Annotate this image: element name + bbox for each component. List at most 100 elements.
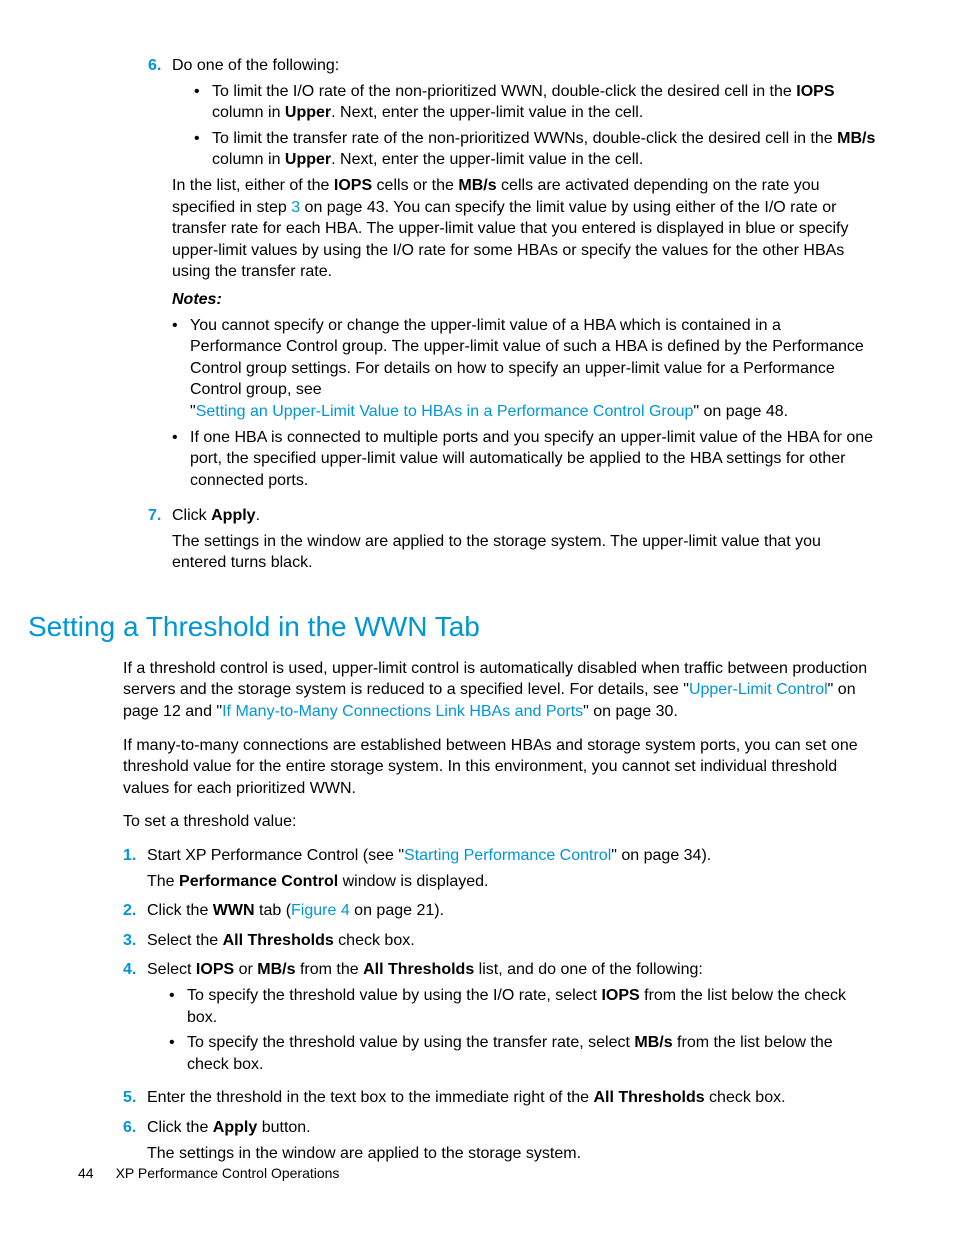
- paragraph: Select IOPS or MB/s from the All Thresho…: [147, 959, 876, 981]
- bullet-item: • To specify the threshold value by usin…: [169, 1032, 876, 1075]
- step-body: Click the Apply button. The settings in …: [147, 1117, 876, 1164]
- all-thresholds-label: All Thresholds: [593, 1089, 704, 1106]
- apply-label: Apply: [213, 1119, 257, 1136]
- step-number: 6.: [148, 55, 172, 495]
- text: button.: [257, 1119, 310, 1136]
- text: . Next, enter the upper-limit value in t…: [331, 151, 643, 168]
- step-6: 6. Click the Apply button. The settings …: [123, 1117, 876, 1164]
- text: check box.: [705, 1089, 786, 1106]
- text: Click: [172, 507, 211, 524]
- bullet-mark: •: [169, 1032, 187, 1075]
- all-thresholds-label: All Thresholds: [223, 932, 334, 949]
- document-page: 6. Do one of the following: • To limit t…: [0, 0, 954, 1235]
- text: on page 21).: [350, 902, 444, 919]
- apply-label: Apply: [211, 507, 255, 524]
- mbs-label: MB/s: [458, 177, 496, 194]
- bullet-body: To limit the I/O rate of the non-priorit…: [212, 81, 876, 124]
- bullet-body: To specify the threshold value by using …: [187, 985, 876, 1028]
- paragraph: Start XP Performance Control (see "Start…: [147, 845, 876, 867]
- step-number: 1.: [123, 845, 147, 892]
- iops-label: IOPS: [601, 987, 639, 1004]
- iops-label: IOPS: [196, 961, 234, 978]
- note-body: You cannot specify or change the upper-l…: [190, 315, 876, 423]
- step-4: 4. Select IOPS or MB/s from the All Thre…: [123, 959, 876, 1079]
- step-number: 5.: [123, 1087, 147, 1109]
- text: window is displayed.: [338, 873, 488, 890]
- bullet-mark: •: [169, 985, 187, 1028]
- paragraph: Click the Apply button.: [147, 1117, 876, 1139]
- notes-heading: Notes:: [172, 289, 876, 311]
- step-body: Click the WWN tab (Figure 4 on page 21).: [147, 900, 876, 922]
- step-body: Select IOPS or MB/s from the All Thresho…: [147, 959, 876, 1079]
- paragraph: The settings in the window are applied t…: [147, 1143, 876, 1165]
- bullet-body: To limit the transfer rate of the non-pr…: [212, 128, 876, 171]
- text: column in: [212, 104, 285, 121]
- text: To specify the threshold value by using …: [187, 987, 601, 1004]
- step-body: Click Apply. The settings in the window …: [172, 505, 876, 574]
- text: You cannot specify or change the upper-l…: [190, 317, 864, 399]
- all-thresholds-label: All Thresholds: [363, 961, 474, 978]
- paragraph: Click Apply.: [172, 505, 876, 527]
- text: Select the: [147, 932, 223, 949]
- step-body: Start XP Performance Control (see "Start…: [147, 845, 876, 892]
- section-heading: Setting a Threshold in the WWN Tab: [28, 608, 876, 646]
- upper-label: Upper: [285, 104, 331, 121]
- text: from the: [296, 961, 364, 978]
- cross-ref-link[interactable]: Setting an Upper-Limit Value to HBAs in …: [196, 403, 694, 420]
- text: list, and do one of the following:: [474, 961, 703, 978]
- step-ref-link[interactable]: 3: [291, 199, 300, 216]
- text: To limit the transfer rate of the non-pr…: [212, 130, 837, 147]
- page-number: 44: [78, 1165, 94, 1181]
- text: cells or the: [372, 177, 458, 194]
- step-body: Select the All Thresholds check box.: [147, 930, 876, 952]
- bullet-mark: •: [172, 427, 190, 492]
- text: Click the: [147, 902, 213, 919]
- step-number: 7.: [148, 505, 172, 574]
- bullet-item: • To specify the threshold value by usin…: [169, 985, 876, 1028]
- text: . Next, enter the upper-limit value in t…: [331, 104, 643, 121]
- sub-bullet-list: • To limit the I/O rate of the non-prior…: [172, 81, 876, 171]
- step-6: 6. Do one of the following: • To limit t…: [148, 55, 876, 495]
- text: " on page 30.: [583, 703, 678, 720]
- many-to-many-link[interactable]: If Many-to-Many Connections Link HBAs an…: [222, 703, 583, 720]
- step-number: 4.: [123, 959, 147, 1079]
- step-body: Enter the threshold in the text box to t…: [147, 1087, 876, 1109]
- text: To limit the I/O rate of the non-priorit…: [212, 83, 796, 100]
- upper-limit-control-link[interactable]: Upper-Limit Control: [689, 681, 828, 698]
- paragraph: If a threshold control is used, upper-li…: [123, 658, 876, 723]
- bullet-item: • To limit the transfer rate of the non-…: [194, 128, 876, 171]
- step-1: 1. Start XP Performance Control (see "St…: [123, 845, 876, 892]
- paragraph: In the list, either of the IOPS cells or…: [172, 175, 876, 283]
- paragraph: If many-to-many connections are establis…: [123, 735, 876, 800]
- text: Select: [147, 961, 196, 978]
- step-list-continued: 6. Do one of the following: • To limit t…: [78, 55, 876, 574]
- iops-label: IOPS: [796, 83, 834, 100]
- step-number: 6.: [123, 1117, 147, 1164]
- bullet-mark: •: [194, 81, 212, 124]
- sub-bullet-list: • To specify the threshold value by usin…: [147, 985, 876, 1075]
- note-body: If one HBA is connected to multiple port…: [190, 427, 876, 492]
- step-5: 5. Enter the threshold in the text box t…: [123, 1087, 876, 1109]
- wwn-label: WWN: [213, 902, 255, 919]
- text: In the list, either of the: [172, 177, 334, 194]
- footer-title: XP Performance Control Operations: [116, 1165, 340, 1181]
- text: or: [234, 961, 257, 978]
- procedure-list: 1. Start XP Performance Control (see "St…: [123, 845, 876, 1164]
- text: Start XP Performance Control (see ": [147, 847, 404, 864]
- starting-perf-control-link[interactable]: Starting Performance Control: [404, 847, 611, 864]
- step-number: 2.: [123, 900, 147, 922]
- section-body: If a threshold control is used, upper-li…: [123, 658, 876, 1164]
- figure-4-link[interactable]: Figure 4: [291, 902, 350, 919]
- paragraph: To set a threshold value:: [123, 811, 876, 833]
- paragraph: The settings in the window are applied t…: [172, 531, 876, 574]
- mbs-label: MB/s: [257, 961, 295, 978]
- text: .: [256, 507, 260, 524]
- page-footer: 44 XP Performance Control Operations: [78, 1164, 339, 1183]
- text: To specify the threshold value by using …: [187, 1034, 634, 1051]
- bullet-mark: •: [194, 128, 212, 171]
- upper-label: Upper: [285, 151, 331, 168]
- bullet-mark: •: [172, 315, 190, 423]
- text: Enter the threshold in the text box to t…: [147, 1089, 593, 1106]
- note-item: • If one HBA is connected to multiple po…: [172, 427, 876, 492]
- text: check box.: [334, 932, 415, 949]
